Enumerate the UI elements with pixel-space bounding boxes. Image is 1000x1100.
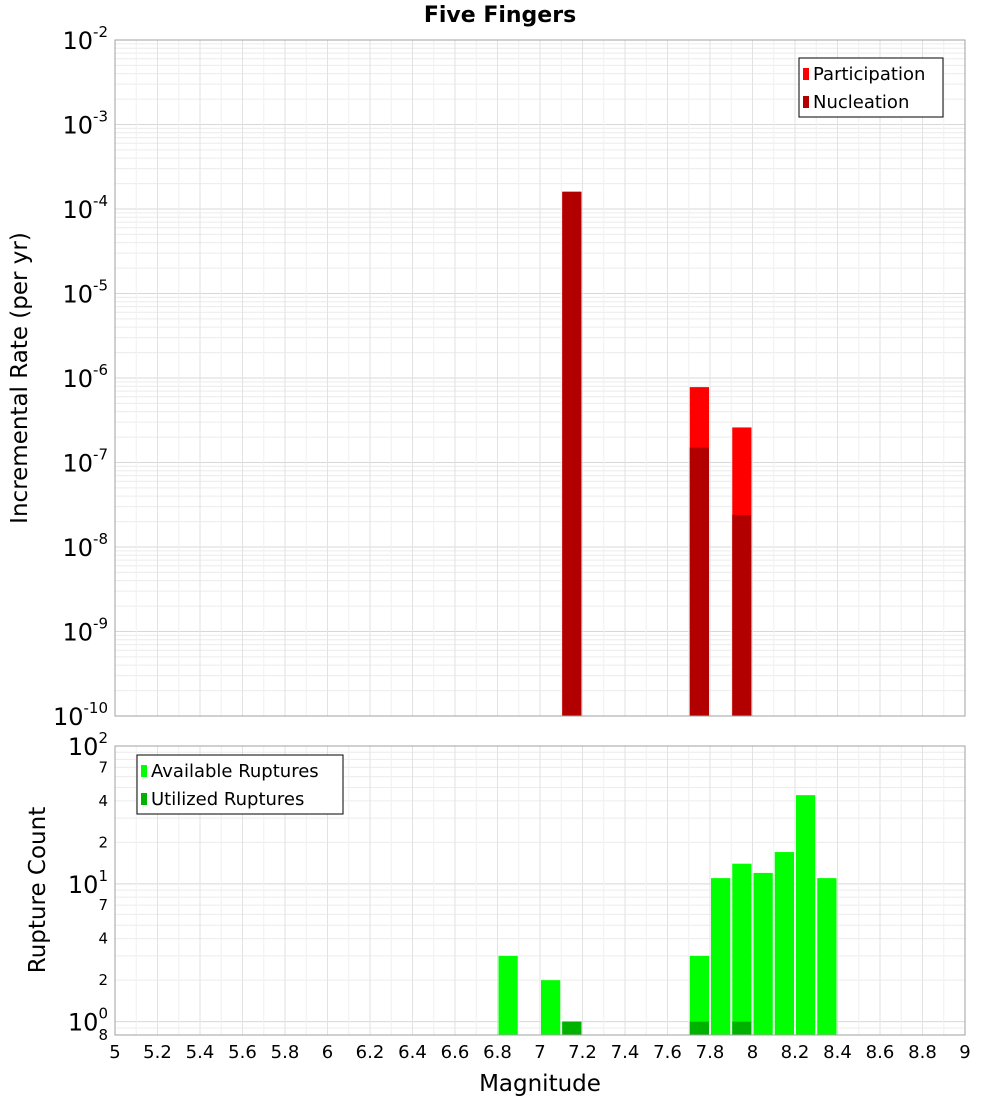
x-tick-label: 6.6 bbox=[441, 1042, 470, 1063]
chart-title: Five Fingers bbox=[424, 3, 576, 28]
bottom-legend-swatch bbox=[141, 793, 147, 805]
bottom-bar bbox=[817, 878, 837, 1035]
top-series-1 bbox=[562, 191, 752, 717]
x-tick-label: 7 bbox=[534, 1042, 545, 1063]
bottom-bar bbox=[498, 955, 518, 1035]
x-tick-label: 8.8 bbox=[908, 1042, 937, 1063]
x-tick-label: 8.6 bbox=[866, 1042, 895, 1063]
bottom-panel: 100 101 102 8 2 4 7 2 4 7 Available Ruptures Utiliz… bbox=[68, 729, 966, 1044]
top-legend-label: Nucleation bbox=[813, 92, 909, 113]
top-y-tick-label: 10-3 bbox=[62, 108, 108, 140]
top-y-axis-label: Incremental Rate (per yr) bbox=[7, 232, 33, 524]
bottom-bar bbox=[711, 878, 731, 1035]
bottom-y-minor-label: 2 bbox=[98, 971, 108, 989]
top-legend-swatch bbox=[803, 68, 809, 80]
x-tick-label: 8.4 bbox=[823, 1042, 852, 1063]
bottom-bar bbox=[796, 795, 816, 1035]
bottom-bar bbox=[689, 955, 709, 1035]
top-legend-label: Participation bbox=[813, 64, 925, 85]
bottom-y-tick-label: 102 bbox=[68, 729, 108, 761]
top-legend: Participation Nucleation bbox=[798, 57, 944, 118]
x-tick-label: 5.6 bbox=[228, 1042, 257, 1063]
bottom-y-axis-label: Rupture Count bbox=[25, 807, 51, 973]
bottom-y-minor-label: 7 bbox=[98, 896, 108, 914]
bottom-bar bbox=[753, 872, 773, 1035]
top-grid bbox=[114, 40, 966, 717]
bottom-y-minor-label: 2 bbox=[98, 833, 108, 851]
top-y-tick-label: 10-5 bbox=[62, 277, 108, 309]
top-bar bbox=[562, 191, 582, 717]
top-y-tick-label: 10-10 bbox=[53, 699, 108, 731]
top-y-tick-label: 10-6 bbox=[62, 361, 108, 393]
top-bar bbox=[689, 447, 709, 716]
x-tick-label: 5.8 bbox=[271, 1042, 300, 1063]
x-tick-label: 6.4 bbox=[398, 1042, 427, 1063]
bottom-y-tick-label: 100 bbox=[68, 1005, 108, 1037]
top-y-tick-label: 10-9 bbox=[62, 615, 108, 647]
bottom-y-minor-label: 8 bbox=[98, 1026, 108, 1044]
x-tick-label: 7.6 bbox=[653, 1042, 682, 1063]
x-tick-label: 9 bbox=[959, 1042, 970, 1063]
bottom-legend-box bbox=[136, 754, 344, 815]
x-tick-label: 5.2 bbox=[143, 1042, 172, 1063]
top-legend-box bbox=[798, 57, 944, 118]
bottom-y-minor-label: 4 bbox=[98, 930, 108, 948]
bottom-series-1 bbox=[562, 1021, 752, 1035]
top-plot-frame bbox=[114, 39, 966, 717]
x-tick-label: 7.4 bbox=[611, 1042, 640, 1063]
x-tick-label: 5 bbox=[109, 1042, 120, 1063]
bottom-legend-swatch bbox=[141, 765, 147, 777]
x-tick-label: 7.2 bbox=[568, 1042, 597, 1063]
top-panel: 10-10 10-9 10-8 10-7 10-6 10-5 10-4 10-3 10-2 Par… bbox=[53, 23, 966, 731]
bottom-y-tick-label: 101 bbox=[68, 867, 108, 899]
bottom-y-minor-label: 7 bbox=[98, 758, 108, 776]
x-tick-label: 8.2 bbox=[781, 1042, 810, 1063]
x-tick-label: 6 bbox=[322, 1042, 333, 1063]
bottom-plot-frame bbox=[114, 745, 966, 1036]
x-tick-label: 5.4 bbox=[186, 1042, 215, 1063]
bottom-legend-label: Utilized Ruptures bbox=[151, 789, 304, 810]
x-tick-label: 7.8 bbox=[696, 1042, 725, 1063]
top-y-tick-label: 10-2 bbox=[62, 23, 108, 55]
x-tick-label: 6.8 bbox=[483, 1042, 512, 1063]
top-y-tick-label: 10-4 bbox=[62, 192, 108, 224]
bottom-bar bbox=[732, 863, 752, 1035]
bottom-series-0 bbox=[498, 795, 837, 1035]
x-tick-label: 8 bbox=[747, 1042, 758, 1063]
bottom-bar bbox=[541, 980, 561, 1035]
bottom-bar bbox=[774, 852, 794, 1035]
top-legend-swatch bbox=[803, 96, 809, 108]
bottom-bar bbox=[732, 1021, 752, 1035]
top-y-tick-label: 10-8 bbox=[62, 530, 108, 562]
bottom-y-minor-label: 4 bbox=[98, 792, 108, 810]
x-tick-label: 6.2 bbox=[356, 1042, 385, 1063]
top-y-tick-label: 10-7 bbox=[62, 446, 108, 478]
bottom-legend: Available Ruptures Utilized Ruptures bbox=[136, 754, 344, 815]
top-bar bbox=[732, 514, 752, 716]
bottom-bar bbox=[689, 1021, 709, 1035]
bottom-legend-label: Available Ruptures bbox=[151, 761, 319, 782]
x-axis-label: Magnitude bbox=[479, 1071, 601, 1097]
bottom-bar bbox=[562, 1021, 582, 1035]
